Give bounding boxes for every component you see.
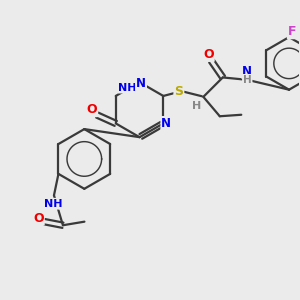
- Text: N: N: [161, 117, 171, 130]
- Text: O: O: [33, 212, 44, 225]
- Text: S: S: [174, 85, 183, 98]
- Text: NH: NH: [44, 199, 63, 209]
- Text: O: O: [87, 103, 97, 116]
- Text: N: N: [136, 77, 146, 90]
- Text: F: F: [288, 25, 296, 38]
- Text: N: N: [242, 65, 252, 78]
- Text: H: H: [192, 101, 201, 111]
- Text: H: H: [243, 75, 252, 85]
- Text: NH: NH: [118, 82, 137, 93]
- Text: O: O: [203, 48, 214, 61]
